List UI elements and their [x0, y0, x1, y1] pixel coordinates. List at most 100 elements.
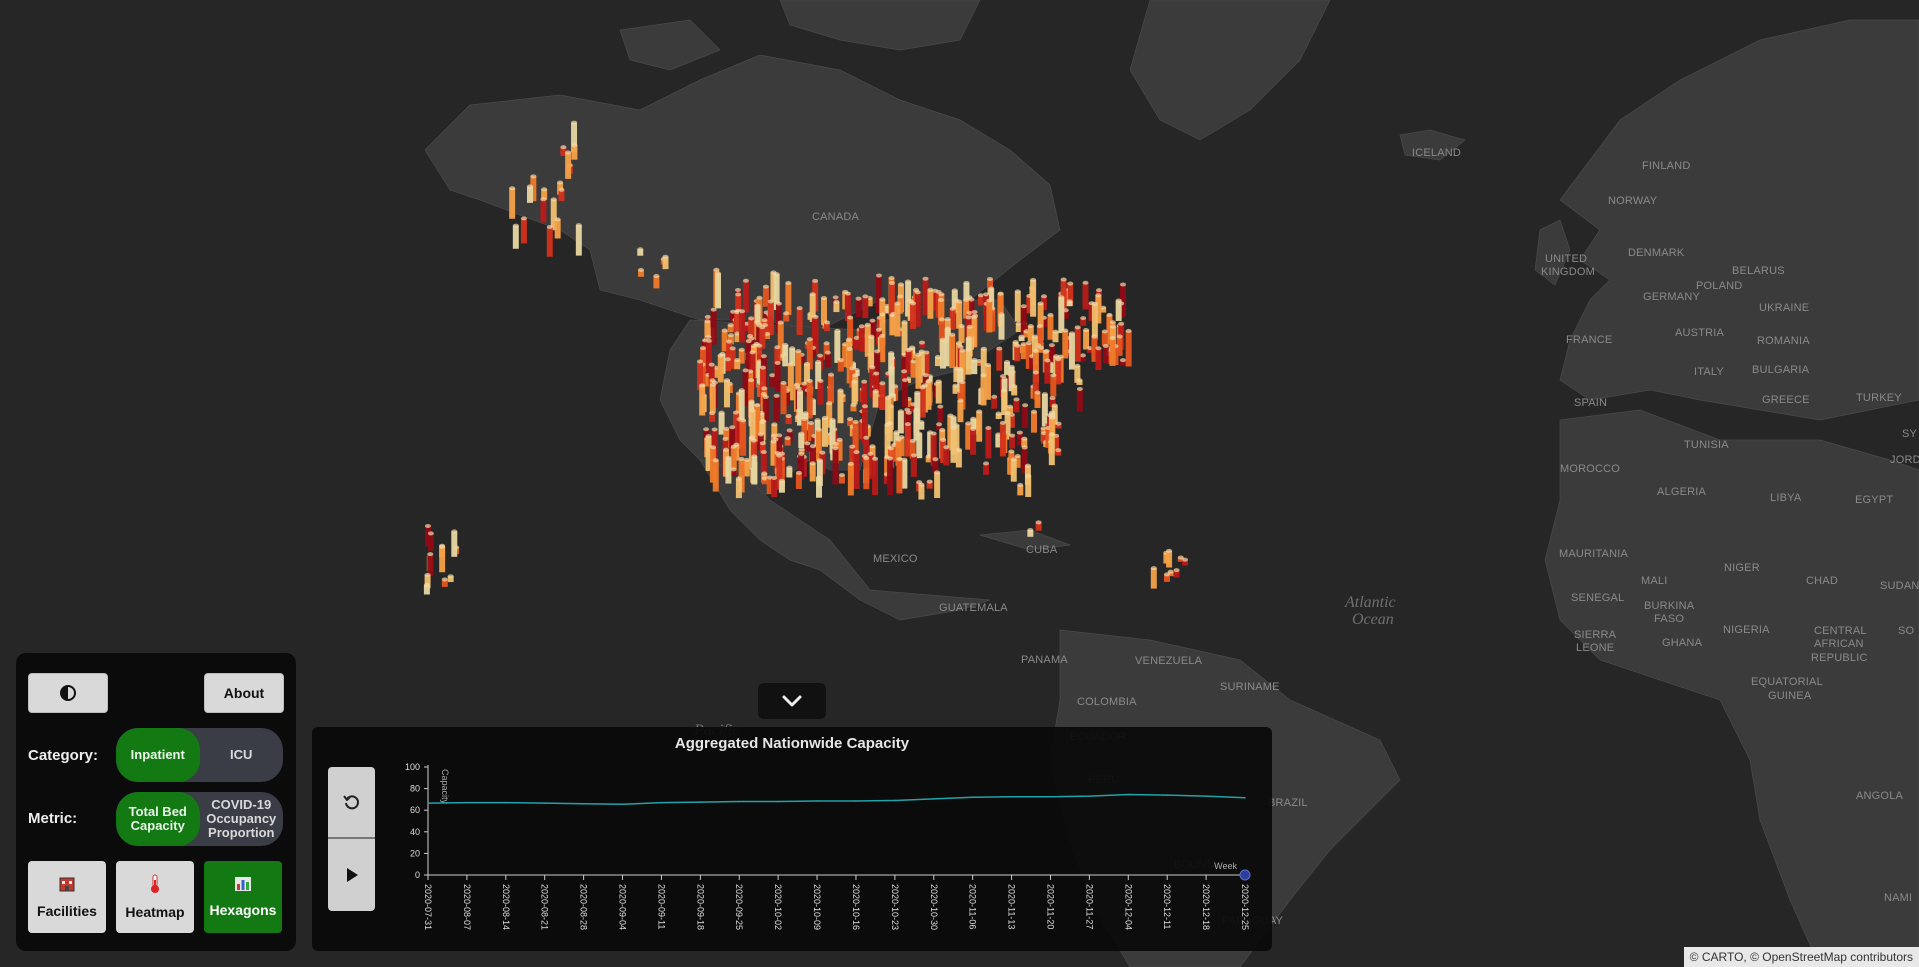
hexagon-column[interactable] [1027, 529, 1034, 537]
hexagon-column[interactable] [918, 484, 925, 500]
hexagon-column[interactable] [571, 122, 578, 153]
hexagon-column[interactable] [714, 273, 721, 309]
hexagon-column[interactable] [927, 432, 934, 459]
hexagon-column[interactable] [850, 404, 857, 412]
hexagon-column[interactable] [778, 355, 785, 361]
hexagon-column[interactable] [1026, 295, 1033, 314]
hexagon-column[interactable] [777, 322, 784, 358]
hexagon-column[interactable] [894, 303, 901, 337]
hexagon-column[interactable] [837, 360, 844, 372]
hexagon-column[interactable] [995, 434, 1002, 448]
hexagon-column[interactable] [952, 311, 959, 319]
hexagon-column[interactable] [812, 316, 819, 355]
hexagon-column[interactable] [546, 226, 553, 257]
hexagon-column[interactable] [760, 452, 767, 473]
hexagon-column[interactable] [816, 477, 823, 498]
hexagon-column[interactable] [785, 282, 792, 316]
hexagon-column[interactable] [776, 455, 783, 490]
hexagon-column[interactable] [862, 296, 869, 319]
hexagon-column[interactable] [762, 397, 769, 421]
hexagon-column[interactable] [1018, 336, 1025, 342]
data-point[interactable] [621, 803, 624, 806]
hexagon-column[interactable] [783, 313, 790, 322]
hexagon-column[interactable] [653, 275, 660, 289]
hexagon-column[interactable] [1029, 356, 1036, 371]
hexagon-column[interactable] [1032, 372, 1039, 400]
data-point[interactable] [699, 801, 702, 803]
data-point[interactable] [543, 802, 546, 804]
hexagon-column[interactable] [1021, 438, 1028, 448]
hexagon-column[interactable] [424, 574, 431, 589]
x-tick-label[interactable]: 2020-10-23 [890, 884, 900, 930]
hexagon-column[interactable] [976, 411, 983, 442]
hexagon-column[interactable] [1062, 330, 1069, 359]
hexagon-column[interactable] [427, 533, 434, 551]
hexagon-column[interactable] [738, 349, 745, 364]
hexagon-column[interactable] [999, 422, 1006, 457]
hexagon-column[interactable] [863, 437, 870, 458]
hexagon-column[interactable] [1048, 434, 1055, 466]
hexagon-column[interactable] [885, 373, 892, 378]
hexagon-column[interactable] [939, 339, 946, 369]
hexagon-column[interactable] [901, 459, 908, 489]
hexagon-column[interactable] [995, 413, 1002, 419]
hexagon-column[interactable] [1150, 568, 1157, 589]
hexagon-column[interactable] [888, 367, 895, 401]
hexagon-column[interactable] [705, 436, 712, 472]
hexagon-column[interactable] [662, 256, 669, 270]
x-tick-label[interactable]: 2020-12-04 [1123, 884, 1133, 930]
hexagon-column[interactable] [1050, 375, 1057, 397]
hexagon-column[interactable] [884, 305, 891, 314]
data-point[interactable] [1088, 795, 1091, 797]
hexagon-column[interactable] [727, 335, 734, 345]
data-point[interactable] [1010, 795, 1013, 798]
hexagon-column[interactable] [784, 390, 791, 406]
hexagon-column[interactable] [965, 349, 972, 375]
hexagon-column[interactable] [1020, 344, 1027, 360]
hexagon-column[interactable] [1032, 351, 1039, 383]
hexagon-column[interactable] [985, 428, 992, 459]
hexagon-column[interactable] [905, 281, 912, 317]
hexagon-column[interactable] [1167, 571, 1174, 577]
x-tick-label[interactable]: 2020-12-25 [1240, 884, 1250, 930]
hexagon-column[interactable] [1014, 291, 1021, 322]
hexagon-column[interactable] [571, 145, 578, 160]
hexagon-column[interactable] [1055, 423, 1062, 429]
hexagon-column[interactable] [1053, 435, 1060, 454]
hexagon-column[interactable] [853, 370, 860, 376]
hexagon-column[interactable] [729, 427, 736, 454]
hexagon-column[interactable] [1041, 433, 1048, 444]
hexagon-column[interactable] [947, 415, 954, 451]
hexagon-column[interactable] [869, 320, 876, 339]
heatmap-layer-button[interactable]: Heatmap [116, 861, 194, 933]
hexagon-column[interactable] [1045, 427, 1052, 448]
hexagon-column[interactable] [770, 441, 777, 466]
hexagon-column[interactable] [724, 359, 731, 372]
hexagon-column[interactable] [1044, 360, 1051, 384]
hexagon-column[interactable] [809, 463, 816, 482]
hexagon-column[interactable] [804, 443, 811, 451]
x-tick-label[interactable]: 2020-11-06 [968, 884, 978, 929]
hexagon-column[interactable] [823, 322, 830, 332]
hexagon-column[interactable] [888, 353, 895, 376]
hexagon-column[interactable] [927, 289, 934, 319]
hexagon-column[interactable] [803, 363, 810, 385]
hexagon-column[interactable] [842, 344, 849, 368]
hexagon-column[interactable] [786, 430, 793, 442]
hexagon-column[interactable] [780, 382, 787, 415]
hexagon-column[interactable] [759, 367, 766, 405]
hexagon-column[interactable] [717, 355, 724, 383]
hexagon-column[interactable] [1048, 345, 1055, 369]
hexagon-column[interactable] [554, 219, 561, 239]
hexagon-column[interactable] [1067, 283, 1074, 306]
hexagon-column[interactable] [1101, 331, 1108, 346]
hexagon-column[interactable] [861, 406, 868, 444]
data-point[interactable] [466, 801, 468, 804]
hexagon-column[interactable] [771, 477, 778, 498]
hexagon-column[interactable] [937, 299, 944, 325]
hexagon-column[interactable] [918, 342, 925, 349]
hexagon-column[interactable] [762, 286, 769, 307]
hexagon-column[interactable] [809, 294, 816, 322]
x-tick-label[interactable]: 2020-09-18 [695, 884, 705, 930]
hexagon-column[interactable] [867, 453, 874, 479]
